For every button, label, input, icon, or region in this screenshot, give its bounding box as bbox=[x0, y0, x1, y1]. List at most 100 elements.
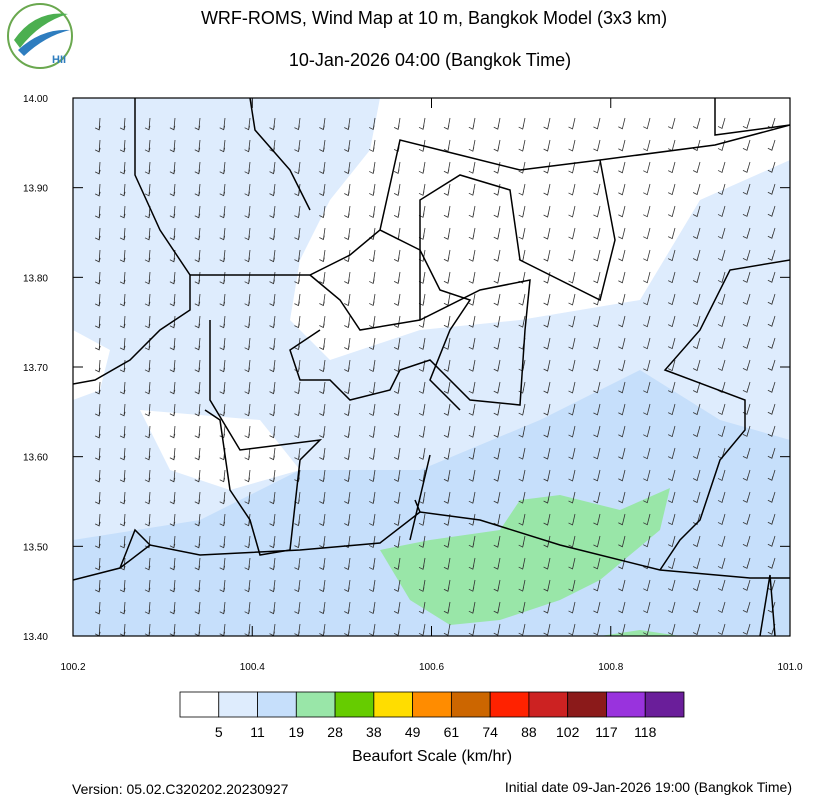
wind-arrow bbox=[319, 557, 326, 571]
wind-arrow bbox=[767, 381, 776, 393]
wind-arrow bbox=[493, 359, 501, 372]
y-tick-label: 13.70 bbox=[23, 363, 48, 374]
wind-arrow bbox=[194, 183, 201, 197]
wind-arrow bbox=[219, 117, 226, 131]
wind-arrow bbox=[119, 117, 126, 131]
wind-arrow bbox=[618, 403, 626, 416]
wind-arrow bbox=[668, 425, 676, 438]
wind-arrow bbox=[767, 293, 776, 305]
boundary bbox=[379, 229, 472, 411]
wind-arrow bbox=[692, 557, 701, 570]
wind-arrow bbox=[219, 491, 226, 505]
wind-arrow bbox=[393, 535, 401, 548]
wind-arrow bbox=[393, 469, 401, 482]
wind-arrow bbox=[643, 271, 651, 284]
wind-arrow bbox=[319, 601, 326, 615]
wind-arrow bbox=[443, 205, 451, 218]
x-tick-label: 101.0 bbox=[777, 662, 802, 673]
wind-arrow bbox=[468, 447, 476, 460]
wind-arrow bbox=[793, 272, 800, 282]
wind-arrow bbox=[643, 315, 651, 328]
wind-arrow bbox=[94, 557, 101, 571]
wind-arrow bbox=[319, 293, 326, 307]
wind-arrow bbox=[418, 579, 426, 592]
wind-arrow bbox=[568, 469, 576, 482]
wind-arrow bbox=[94, 249, 101, 263]
wind-arrow bbox=[568, 315, 576, 328]
wind-arrow bbox=[518, 469, 526, 482]
wind-arrow bbox=[518, 381, 526, 394]
wind-arrow bbox=[294, 271, 301, 285]
wind-arrow bbox=[643, 117, 651, 130]
wind-arrow bbox=[144, 161, 151, 175]
x-tick-label: 100.8 bbox=[598, 662, 623, 673]
wind-arrow bbox=[119, 271, 126, 285]
wind-arrow bbox=[793, 470, 800, 480]
wind-arrow bbox=[742, 513, 751, 525]
wind-arrow bbox=[244, 315, 251, 329]
wind-arrow bbox=[94, 579, 101, 593]
wind-arrow bbox=[593, 161, 601, 174]
wind-arrow bbox=[393, 623, 401, 636]
wind-arrow bbox=[767, 359, 776, 371]
logo-leaf bbox=[14, 13, 68, 48]
boundary bbox=[714, 98, 790, 136]
title: WRF-ROMS, Wind Map at 10 m, Bangkok Mode… bbox=[201, 8, 667, 28]
wind-arrow bbox=[119, 469, 126, 483]
wind-arrow bbox=[767, 447, 776, 459]
wind-arrow bbox=[742, 271, 751, 283]
wind-arrow bbox=[94, 535, 101, 549]
wind-arrow bbox=[568, 601, 576, 614]
colorbar-box bbox=[489, 691, 530, 718]
wind-arrow bbox=[518, 425, 526, 438]
wind-arrow bbox=[393, 403, 401, 416]
wind-arrow bbox=[443, 161, 451, 174]
wind-arrow bbox=[742, 117, 751, 129]
wind-arrow bbox=[219, 425, 226, 439]
wind-arrow bbox=[468, 271, 476, 284]
wind-arrow bbox=[643, 337, 651, 350]
wind-arrow bbox=[269, 117, 276, 131]
wind-arrow bbox=[742, 205, 751, 217]
wind-arrow bbox=[244, 337, 251, 351]
wind-arrow bbox=[643, 469, 651, 482]
wind-arrow bbox=[369, 139, 376, 153]
wind-arrow bbox=[767, 271, 776, 283]
wind-arrow bbox=[717, 227, 726, 240]
wind-arrow bbox=[543, 557, 551, 570]
wind-arrow bbox=[244, 227, 251, 241]
wind-arrow bbox=[668, 183, 676, 196]
wind-arrow bbox=[618, 337, 626, 350]
wind-arrow bbox=[717, 205, 726, 218]
wind-arrow bbox=[767, 249, 776, 261]
wind-arrow bbox=[319, 491, 326, 505]
wind-arrow bbox=[393, 513, 401, 526]
wind-arrow bbox=[418, 535, 426, 548]
wind-arrow bbox=[294, 249, 301, 263]
wind-arrow bbox=[194, 535, 201, 549]
wind-arrow bbox=[194, 425, 201, 439]
wind-arrow bbox=[668, 469, 676, 482]
wind-arrow bbox=[319, 337, 326, 351]
wind-arrow bbox=[219, 535, 226, 549]
wind-arrow bbox=[468, 183, 476, 196]
wind-arrow bbox=[144, 579, 151, 593]
wind-arrow bbox=[443, 337, 451, 350]
wind-arrow bbox=[169, 337, 176, 351]
wind-arrow bbox=[144, 227, 151, 241]
wind-arrow bbox=[668, 337, 676, 350]
wind-arrow bbox=[793, 492, 800, 502]
wind-arrow bbox=[618, 359, 626, 372]
wind-arrow bbox=[793, 250, 800, 260]
wind-arrow bbox=[767, 183, 776, 195]
wind-arrow bbox=[144, 271, 151, 285]
river bbox=[119, 454, 431, 569]
wind-arrow bbox=[319, 513, 326, 527]
wind-arrow bbox=[518, 623, 526, 636]
wind-arrow bbox=[169, 161, 176, 175]
wind-arrow bbox=[468, 293, 476, 306]
wind-arrow bbox=[94, 271, 101, 285]
wind-arrow bbox=[294, 425, 301, 439]
wind-arrow bbox=[244, 381, 251, 395]
wind-arrow bbox=[344, 359, 351, 373]
